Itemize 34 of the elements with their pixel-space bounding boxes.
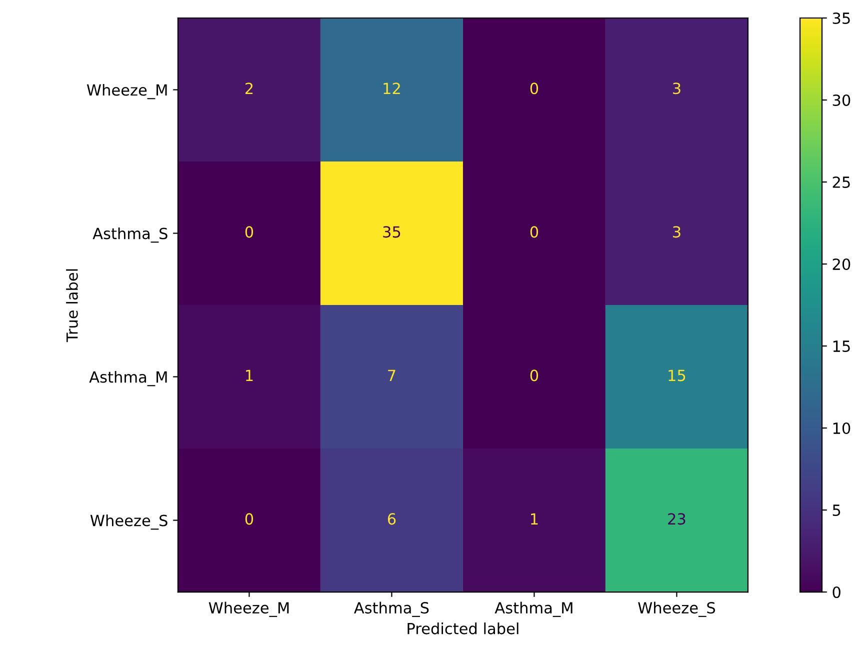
y-tick-label: Wheeze_S bbox=[90, 514, 168, 530]
data-label: 0 bbox=[530, 226, 538, 238]
color-bar-label: 5 bbox=[832, 504, 840, 516]
color-bar-label: 35 bbox=[832, 12, 850, 24]
y-tick-label: Asthma_S bbox=[92, 227, 168, 243]
x-tick-label: Wheeze_M bbox=[208, 602, 289, 617]
x-tick-label: Asthma_M bbox=[494, 602, 572, 617]
data-label: 6 bbox=[388, 513, 396, 525]
data-label: 2 bbox=[245, 82, 253, 94]
data-label: 3 bbox=[673, 226, 680, 238]
data-label: 0 bbox=[245, 226, 254, 238]
data-label: 1 bbox=[531, 513, 538, 524]
y-tick-label: Asthma_M bbox=[89, 370, 167, 386]
y-axis-title: True label bbox=[66, 269, 78, 342]
color-bar-label: 15 bbox=[833, 340, 850, 352]
x-axis-title: Predicted label bbox=[408, 622, 518, 634]
data-label: 3 bbox=[673, 82, 680, 94]
data-label: 0 bbox=[530, 82, 538, 94]
color-bar-label: 20 bbox=[832, 258, 850, 270]
data-label: 15 bbox=[668, 370, 686, 382]
color-bar-label: 30 bbox=[832, 94, 850, 106]
data-label: 12 bbox=[384, 82, 400, 94]
data-label: 23 bbox=[668, 513, 686, 525]
data-label: 1 bbox=[246, 370, 253, 381]
color-bar-label: 0 bbox=[832, 586, 840, 598]
x-tick-label: Asthma_S bbox=[354, 602, 429, 617]
data-label: 35 bbox=[383, 226, 400, 238]
color-bar-label: 10 bbox=[833, 422, 850, 434]
data-label: 0 bbox=[530, 370, 538, 382]
data-label: 0 bbox=[245, 513, 254, 525]
x-tick-label: Wheeze_S bbox=[638, 602, 716, 617]
data-label: 7 bbox=[388, 370, 396, 381]
y-tick-label: Wheeze_M bbox=[86, 84, 167, 100]
color-bar-label: 25 bbox=[832, 176, 850, 188]
